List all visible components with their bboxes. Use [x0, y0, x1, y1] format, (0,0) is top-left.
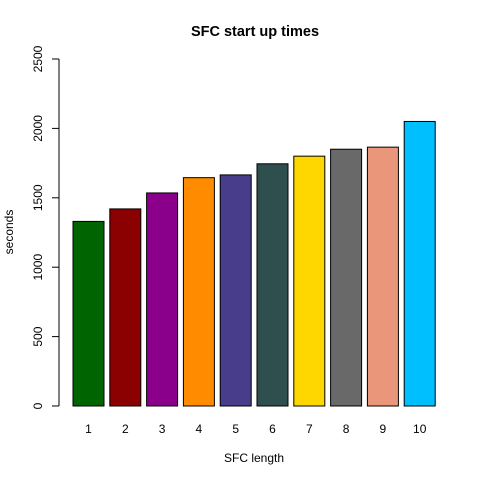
- bar-7: [293, 155, 326, 407]
- x-tick-label: 8: [343, 422, 350, 436]
- x-tick-label: 2: [122, 422, 129, 436]
- bar-5: [219, 174, 252, 407]
- x-tick-label: 10: [413, 422, 427, 436]
- x-tick-label: 1: [85, 422, 92, 436]
- y-axis: 0 500 1000 1500 2000 2500: [31, 45, 60, 409]
- bar-8: [330, 148, 363, 407]
- x-tick-label: 5: [232, 422, 239, 436]
- x-tick-labels: 1 2 3 4 5 6 7 8 9 10: [85, 422, 427, 436]
- y-tick-label: 2500: [31, 45, 45, 72]
- y-tick-label: 1500: [31, 184, 45, 211]
- bar-3: [146, 192, 179, 407]
- bar-2: [109, 208, 142, 407]
- x-tick-label: 4: [196, 422, 203, 436]
- x-tick-label: 9: [380, 422, 387, 436]
- bar-6: [256, 163, 289, 407]
- y-axis-label: seconds: [2, 210, 16, 255]
- y-tick-label: 2000: [31, 115, 45, 142]
- bar-1: [72, 220, 105, 407]
- chart-title: SFC start up times: [191, 24, 319, 40]
- bar-4: [182, 177, 215, 407]
- x-tick-label: 3: [159, 422, 166, 436]
- x-tick-label: 7: [306, 422, 313, 436]
- bar-10: [403, 120, 436, 407]
- x-axis-label: SFC length: [224, 451, 284, 465]
- y-tick-label: 500: [31, 326, 45, 346]
- x-tick-label: 6: [269, 422, 276, 436]
- y-tick-label: 0: [31, 402, 45, 409]
- bars-group: [72, 120, 436, 407]
- bar-9: [366, 146, 399, 407]
- y-tick-label: 1000: [31, 254, 45, 281]
